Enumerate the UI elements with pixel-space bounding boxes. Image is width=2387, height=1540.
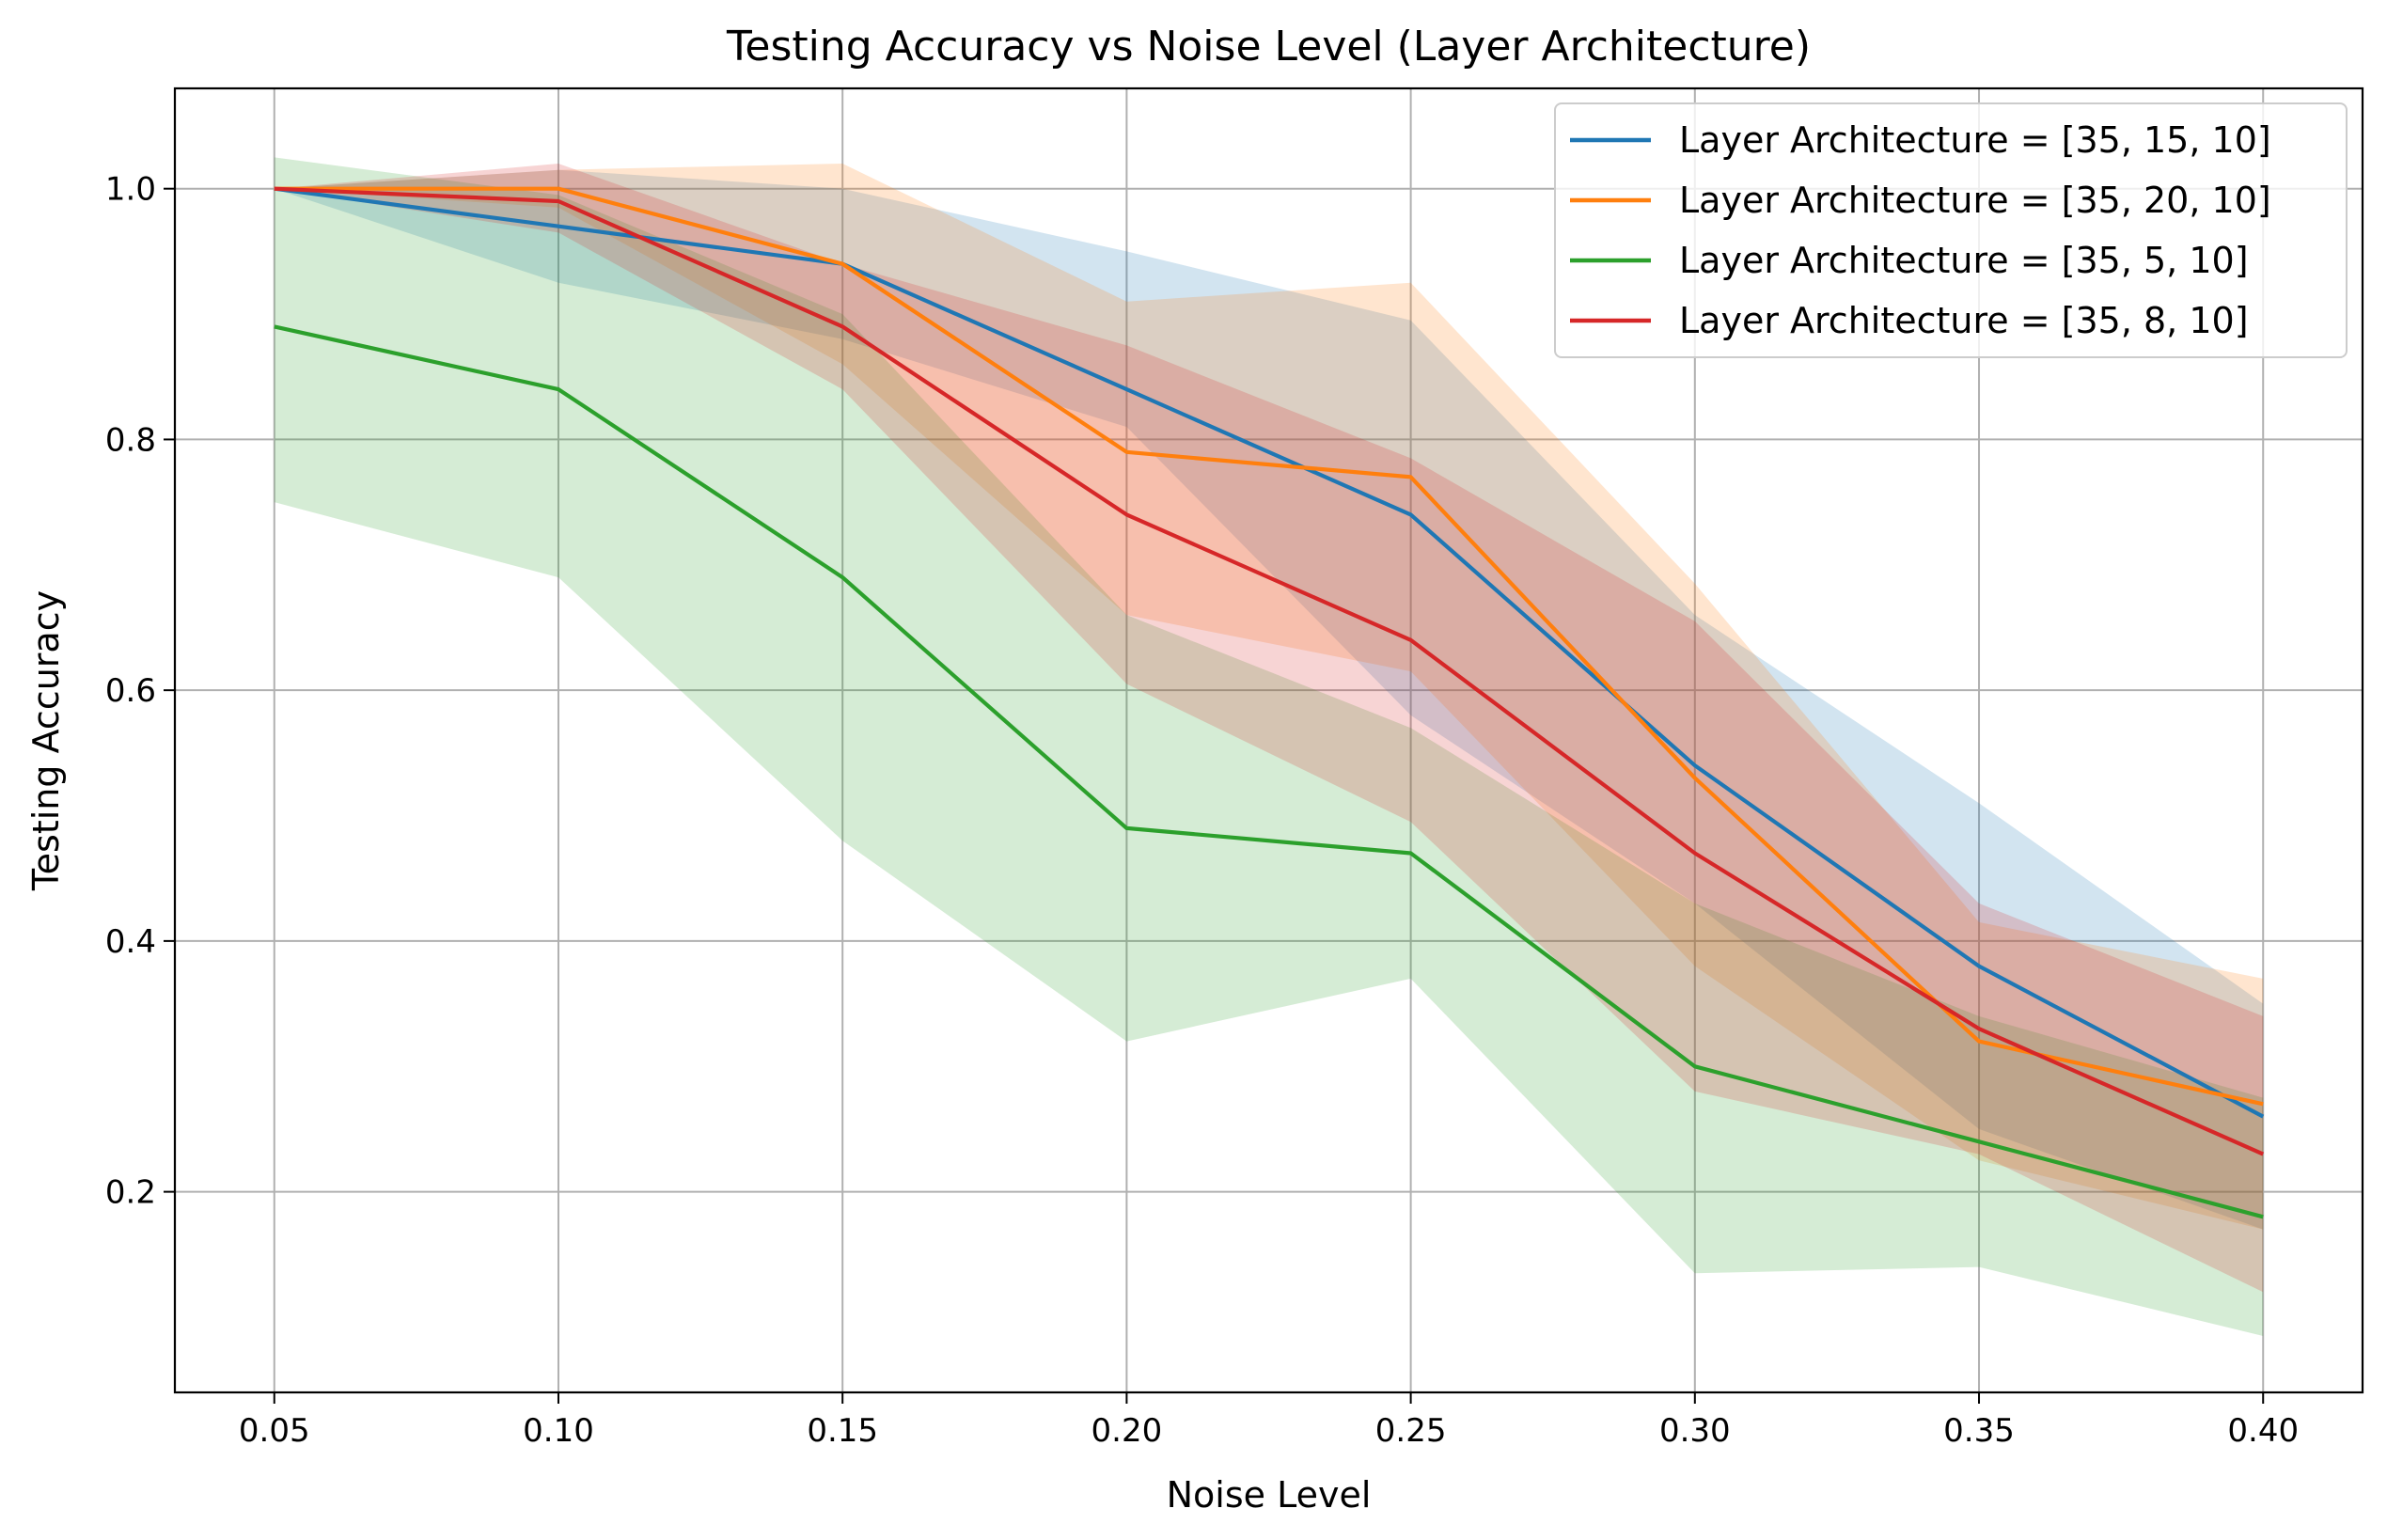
chart-title: Testing Accuracy vs Noise Level (Layer A… [726,23,1811,71]
line-series-2 [274,324,2264,1219]
x-tick-label: 0.35 [1943,1412,2015,1450]
legend-label-3: Layer Architecture = [35, 8, 10] [1679,300,2249,341]
legend: Layer Architecture = [35, 15, 10] Layer A… [1554,102,2348,358]
legend-box [1554,102,2348,358]
legend-label-2: Layer Architecture = [35, 5, 10] [1679,240,2249,281]
x-axis-label: Noise Level [1167,1474,1372,1516]
confidence-bands [274,157,2264,1336]
series-lines [274,186,2265,1219]
band-series-1 [274,164,2264,1230]
x-tick-label: 0.15 [807,1412,878,1450]
x-tick-label: 0.05 [239,1412,310,1450]
y-axis: 0.2 0.4 0.6 0.8 1.0 [105,171,175,1212]
band-series-2 [274,157,2264,1336]
y-tick-label: 0.8 [105,421,156,459]
band-series-0 [274,169,2264,1230]
band-series-3 [274,164,2264,1293]
y-axis-label: Testing Accuracy [25,590,67,891]
x-tick-label: 0.10 [523,1412,594,1450]
y-tick-label: 0.4 [105,923,156,961]
x-tick-label: 0.30 [1659,1412,1731,1450]
y-tick-label: 1.0 [105,171,156,209]
line-series-0 [274,186,2265,1119]
y-tick-label: 0.6 [105,672,156,710]
plot-frame [173,86,2364,1394]
y-tick-label: 0.2 [105,1174,156,1212]
x-axis: 0.05 0.10 0.15 0.20 0.25 0.30 0.35 0.40 [239,1392,2299,1450]
legend-label-1: Layer Architecture = [35, 20, 10] [1679,180,2271,221]
x-tick-label: 0.40 [2227,1412,2299,1450]
legend-label-0: Layer Architecture = [35, 15, 10] [1679,119,2271,161]
x-tick-label: 0.20 [1091,1412,1163,1450]
line-series-3 [274,186,2265,1156]
x-tick-label: 0.25 [1375,1412,1447,1450]
